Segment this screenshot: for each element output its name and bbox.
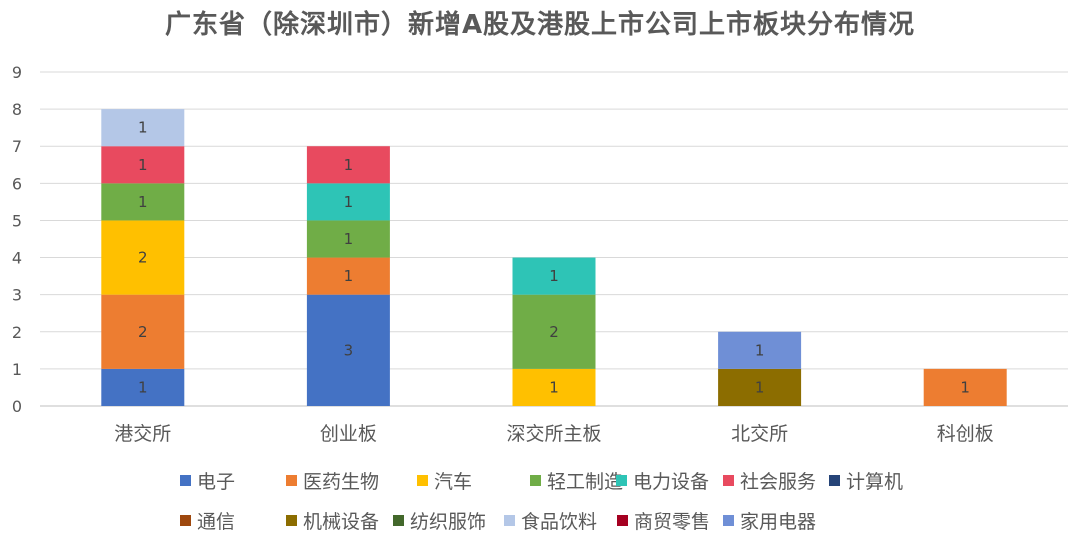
x-category-label: 创业板	[320, 423, 377, 445]
legend-swatch	[616, 475, 627, 486]
legend-swatch	[530, 475, 541, 486]
data-label: 1	[138, 156, 148, 174]
y-tick-label: 2	[12, 323, 22, 342]
bar-segment	[306, 183, 390, 221]
bar-segment	[101, 368, 185, 406]
y-tick-label: 4	[12, 249, 22, 268]
legend-label: 社会服务	[740, 471, 816, 493]
bar-segment	[101, 109, 185, 147]
chart-title: 广东省（除深圳市）新增A股及港股上市公司上市板块分布情况	[164, 10, 916, 40]
bar-segment	[101, 294, 185, 369]
data-label: 2	[138, 249, 148, 267]
data-label: 1	[344, 230, 354, 248]
legend-label: 纺织服饰	[410, 511, 486, 533]
bar-segment	[306, 257, 390, 295]
legend-swatch	[393, 515, 404, 526]
y-tick-label: 0	[12, 397, 22, 416]
x-category-label: 港交所	[114, 423, 171, 445]
legend-label: 医药生物	[303, 471, 379, 493]
y-tick-label: 8	[12, 100, 22, 119]
legend-label: 计算机	[846, 471, 903, 493]
bar-segment	[306, 294, 390, 406]
y-tick-label: 1	[12, 360, 22, 379]
bar-segment	[923, 368, 1007, 406]
data-label: 2	[549, 323, 559, 341]
bar-segment	[101, 220, 185, 295]
legend-label: 汽车	[434, 471, 472, 493]
y-tick-label: 5	[12, 211, 22, 230]
legend-swatch	[617, 515, 628, 526]
data-label: 1	[344, 156, 354, 174]
data-label: 2	[138, 323, 148, 341]
data-label: 1	[549, 267, 559, 285]
legend-swatch	[417, 475, 428, 486]
x-category-label: 深交所主板	[506, 423, 601, 445]
legend-label: 机械设备	[303, 511, 379, 533]
x-category-label: 科创板	[937, 423, 994, 445]
bar-segment	[512, 368, 596, 406]
legend-swatch	[723, 515, 734, 526]
data-label: 1	[755, 378, 765, 396]
y-tick-label: 9	[12, 63, 22, 82]
data-label: 1	[344, 193, 354, 211]
bar-segment	[306, 220, 390, 258]
y-tick-label: 7	[12, 137, 22, 156]
legend-label: 电力设备	[633, 471, 709, 493]
bar-segment	[512, 294, 596, 369]
bar-segment	[718, 368, 802, 406]
data-label: 1	[344, 267, 354, 285]
legend-swatch	[180, 475, 191, 486]
legend-label: 食品饮料	[521, 511, 597, 533]
bar-segment	[718, 331, 802, 369]
data-label: 1	[549, 378, 559, 396]
legend-swatch	[504, 515, 515, 526]
x-axis-labels: 港交所 创业板 深交所主板 北交所 科创板	[114, 423, 993, 445]
data-label: 1	[138, 378, 148, 396]
data-label: 3	[344, 341, 354, 359]
bars: 1 2 2 1 1 1 3 1 1 1 1 1 2 1 1 1 1	[101, 109, 1007, 406]
bar-segment	[101, 146, 185, 184]
y-tick-label: 6	[12, 174, 22, 193]
legend-label: 通信	[197, 511, 235, 533]
data-label: 1	[138, 119, 148, 137]
legend-swatch	[180, 515, 191, 526]
x-category-label: 北交所	[731, 423, 788, 445]
legend-swatch	[723, 475, 734, 486]
data-label: 1	[138, 193, 148, 211]
legend-label: 电子	[197, 471, 235, 493]
legend-label: 家用电器	[740, 511, 816, 533]
data-label: 1	[755, 341, 765, 359]
legend-label: 轻工制造	[547, 471, 623, 493]
legend-swatch	[829, 475, 840, 486]
bar-segment	[306, 146, 390, 184]
bar-segment	[512, 257, 596, 295]
legend-label: 商贸零售	[634, 511, 710, 533]
legend-swatch	[286, 475, 297, 486]
legend-swatch	[286, 515, 297, 526]
data-label: 1	[960, 378, 970, 396]
y-tick-label: 3	[12, 286, 22, 305]
y-axis-ticks: 0 1 2 3 4 5 6 7 8 9	[12, 63, 22, 416]
bar-segment	[101, 183, 185, 221]
